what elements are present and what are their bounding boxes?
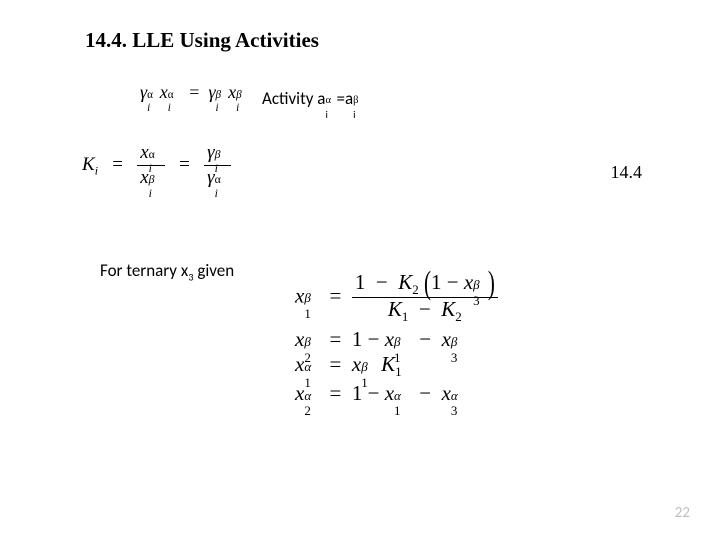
eq-x2-beta: xβ2 = 1 − xβ1 − xβ3 (295, 329, 498, 350)
gamma: γ (140, 82, 147, 102)
equation-distribution-coefficient: Ki = xαi xβi = γβi γαi (82, 142, 231, 189)
equation-number: 14.4 (611, 162, 643, 183)
equations-ternary-system: xβ1 = 1 − K2 (1 − xβ3) K1 − K2 xβ2 = (295, 272, 498, 408)
eq-x2-alpha: xα2 = 1 − xα1 − xα3 (295, 383, 498, 404)
eq-x1-beta: xβ1 = 1 − K2 (1 − xβ3) K1 − K2 (295, 272, 498, 323)
equation-activity-equality: γαixαi = γβixβi (140, 82, 249, 103)
ternary-label: For ternary x3 given (100, 260, 234, 283)
section-heading: 14.4. LLE Using Activities (85, 28, 319, 53)
activity-label: Activity aαi=aβi (262, 88, 364, 109)
page-number: 22 (675, 504, 690, 522)
